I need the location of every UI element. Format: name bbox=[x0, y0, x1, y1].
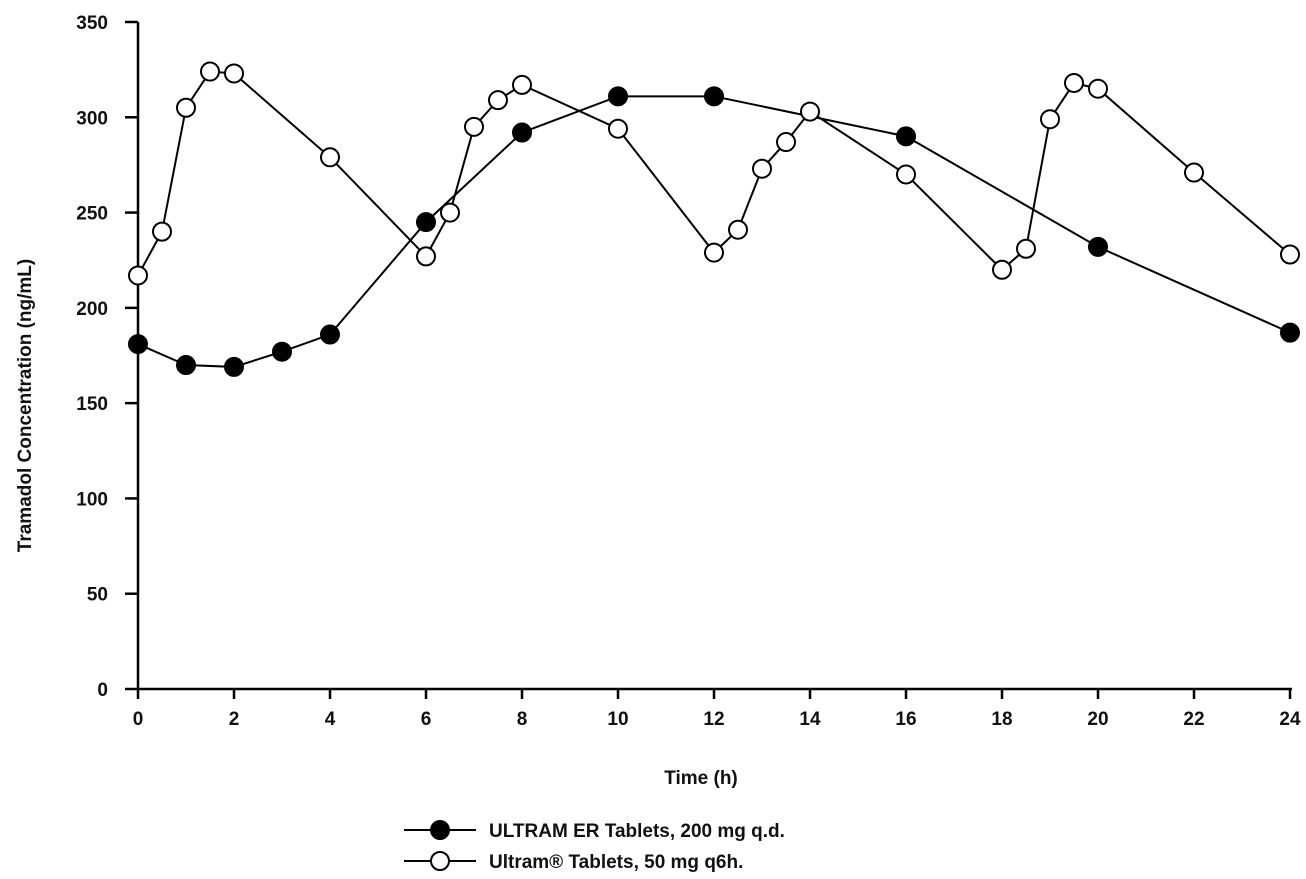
data-point-open bbox=[608, 118, 628, 139]
x-tick-label: 22 bbox=[1183, 709, 1204, 730]
data-point-open bbox=[176, 97, 196, 118]
x-tick-label: 4 bbox=[325, 709, 336, 730]
data-point-filled bbox=[224, 356, 244, 377]
data-point-open bbox=[752, 158, 772, 179]
data-point-open bbox=[1088, 78, 1108, 99]
data-point-open bbox=[224, 63, 244, 84]
x-tick-label: 20 bbox=[1087, 709, 1108, 730]
legend: ULTRAM ER Tablets, 200 mg q.d. Ultram® Ta… bbox=[404, 820, 785, 873]
data-point-filled bbox=[704, 86, 724, 107]
data-point-open bbox=[152, 221, 172, 242]
data-point-open bbox=[1280, 244, 1300, 265]
legend-entry-1: ULTRAM ER Tablets, 200 mg q.d. bbox=[404, 820, 785, 842]
data-point-open bbox=[128, 265, 148, 286]
data-point-filled bbox=[320, 324, 340, 345]
x-tick-label: 18 bbox=[991, 709, 1012, 730]
x-tick-label: 12 bbox=[703, 709, 724, 730]
x-tick-label: 2 bbox=[229, 709, 240, 730]
x-tick-label: 0 bbox=[133, 709, 144, 730]
x-tick-label: 10 bbox=[607, 709, 628, 730]
y-tick-label: 300 bbox=[76, 108, 108, 129]
data-point-open bbox=[1040, 109, 1060, 130]
data-point-open bbox=[1064, 72, 1084, 93]
x-tick-label: 6 bbox=[421, 709, 432, 730]
legend-marker-open bbox=[430, 851, 450, 871]
data-point-open bbox=[440, 202, 460, 223]
y-tick-label: 200 bbox=[76, 299, 108, 320]
data-point-open bbox=[800, 101, 820, 122]
data-point-open bbox=[1184, 162, 1204, 183]
series-group bbox=[128, 61, 1300, 377]
data-point-filled bbox=[416, 212, 436, 233]
data-point-open bbox=[200, 61, 220, 82]
y-axis-title: Tramadol Concentration (ng/mL) bbox=[15, 259, 36, 552]
data-point-open bbox=[896, 164, 916, 185]
y-tick-label: 250 bbox=[76, 204, 108, 225]
data-point-open bbox=[1016, 238, 1036, 259]
y-tick-label: 50 bbox=[87, 585, 108, 606]
data-point-filled bbox=[272, 341, 292, 362]
legend-entry-2: Ultram® Tablets, 50 mg q6h. bbox=[404, 851, 743, 873]
data-point-filled bbox=[176, 355, 196, 376]
data-point-open bbox=[728, 219, 748, 240]
data-point-open bbox=[416, 246, 436, 267]
legend-label: ULTRAM ER Tablets, 200 mg q.d. bbox=[489, 821, 785, 842]
x-tick-label: 8 bbox=[517, 709, 528, 730]
y-tick-label: 0 bbox=[97, 680, 108, 701]
x-axis-title: Time (h) bbox=[664, 768, 738, 789]
data-point-open bbox=[776, 132, 796, 153]
legend-marker-filled bbox=[430, 820, 450, 840]
x-tick-label: 24 bbox=[1279, 709, 1301, 730]
x-tick-label: 16 bbox=[895, 709, 916, 730]
x-tick-label: 14 bbox=[799, 709, 821, 730]
data-point-open bbox=[488, 90, 508, 111]
series-1 bbox=[128, 86, 1300, 377]
series-2 bbox=[128, 61, 1300, 286]
legend-label: Ultram® Tablets, 50 mg q6h. bbox=[489, 852, 743, 873]
data-point-filled bbox=[896, 126, 916, 147]
data-point-open bbox=[464, 116, 484, 137]
data-point-filled bbox=[608, 86, 628, 107]
data-point-open bbox=[992, 259, 1012, 280]
data-point-filled bbox=[128, 334, 148, 355]
data-point-filled bbox=[1088, 236, 1108, 257]
data-point-open bbox=[512, 74, 532, 95]
data-point-filled bbox=[512, 122, 532, 143]
data-point-open bbox=[704, 242, 724, 263]
y-tick-label: 100 bbox=[76, 489, 108, 510]
data-point-open bbox=[320, 147, 340, 168]
series-line bbox=[137, 95, 1291, 368]
y-tick-label: 150 bbox=[76, 394, 108, 415]
data-point-filled bbox=[1280, 322, 1300, 343]
y-tick-label: 350 bbox=[76, 13, 108, 34]
